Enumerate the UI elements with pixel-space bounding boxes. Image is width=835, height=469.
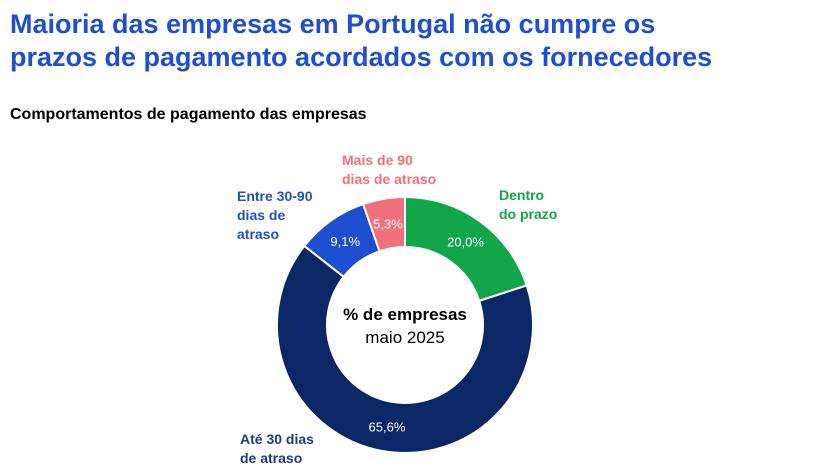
slice-value-label-0: 20,0% <box>447 235 484 250</box>
slice-category-label-line: Entre 30-90 <box>237 187 312 206</box>
center-label-line-2: maio 2025 <box>365 328 444 347</box>
slice-value-label-2: 9,1% <box>330 234 360 249</box>
slice-category-label-entre-30-90-dias: Entre 30-90 dias de atraso <box>237 187 312 244</box>
slice-category-label-line: dias de <box>237 206 312 225</box>
slice-category-label-line: do prazo <box>499 205 557 224</box>
slice-category-label-ate-30-dias: Até 30 dias de atraso <box>240 430 314 468</box>
center-label-line-1: % de empresas <box>343 305 467 324</box>
slice-category-label-mais-de-90-dias: Mais de 90 dias de atraso <box>342 151 436 189</box>
slice-category-label-line: de atraso <box>240 449 314 468</box>
slice-category-label-line: dias de atraso <box>342 170 436 189</box>
slice-category-label-line: Até 30 dias <box>240 430 314 449</box>
slice-category-label-line: atraso <box>237 225 312 244</box>
slice-category-label-line: Mais de 90 <box>342 151 436 170</box>
slice-value-label-3: 5,3% <box>373 216 403 231</box>
slice-category-label-line: Dentro <box>499 186 557 205</box>
slice-value-label-1: 65,6% <box>369 419 406 434</box>
slice-category-label-dentro-do-prazo: Dentro do prazo <box>499 186 557 224</box>
